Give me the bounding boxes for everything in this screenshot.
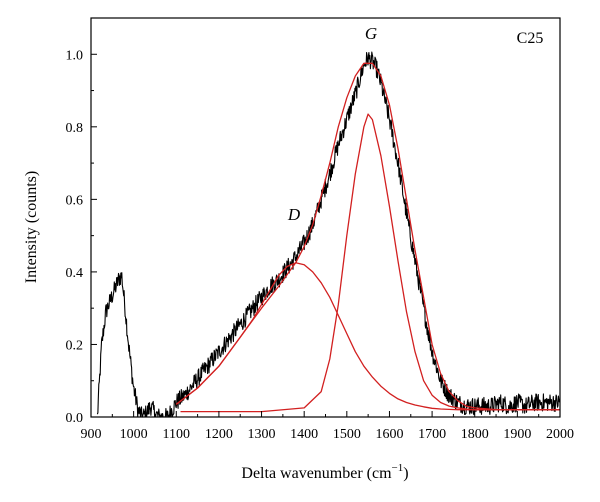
x-tick-label: 2000 [546,427,574,442]
x-tick-label: 1100 [163,427,190,442]
plot-frame [90,17,561,418]
x-axis-label-superscript: −1 [392,462,404,474]
y-tick-label: 0.2 [66,338,84,353]
x-tick-label: 1500 [333,427,361,442]
y-tick-label: 1.0 [66,48,84,63]
x-axis-ticks: 900 1000 1100 1200 1300 1400 1500 1600 1700 1800 1… [81,411,574,442]
x-tick-label: 1700 [418,427,446,442]
x-tick-label: 1600 [375,427,403,442]
x-tick-label: 1800 [461,427,489,442]
x-axis-label-close: ) [403,465,408,482]
x-axis-label-main: Delta wavenumber (cm [241,465,392,482]
y-axis-label: Intensity (counts) [23,171,40,283]
plot-area [96,51,561,418]
x-tick-label: 1900 [503,427,531,442]
x-tick-label: 1400 [290,427,318,442]
y-axis-ticks: 0.0 0.2 0.4 0.6 0.8 1.0 [66,17,97,426]
y-tick-label: 0.6 [66,193,84,208]
x-tick-label: 900 [81,427,102,442]
x-tick-label: 1000 [120,427,148,442]
peak-d-label: D [287,205,301,224]
x-tick-label: 1200 [205,427,233,442]
fit-curve-line-2 [175,262,560,411]
fit-curve-line-1 [175,62,560,411]
x-tick-label: 1300 [248,427,276,442]
y-tick-label: 0.4 [66,266,84,281]
y-tick-label: 0.0 [66,411,84,426]
peak-g-label: G [365,24,377,43]
fit-curve-line-3 [180,113,560,413]
measured-spectrum-line [96,51,561,418]
y-tick-label: 0.8 [66,121,84,136]
x-axis-label: Delta wavenumber (cm−1) [241,462,408,482]
sample-label: C25 [517,30,544,47]
